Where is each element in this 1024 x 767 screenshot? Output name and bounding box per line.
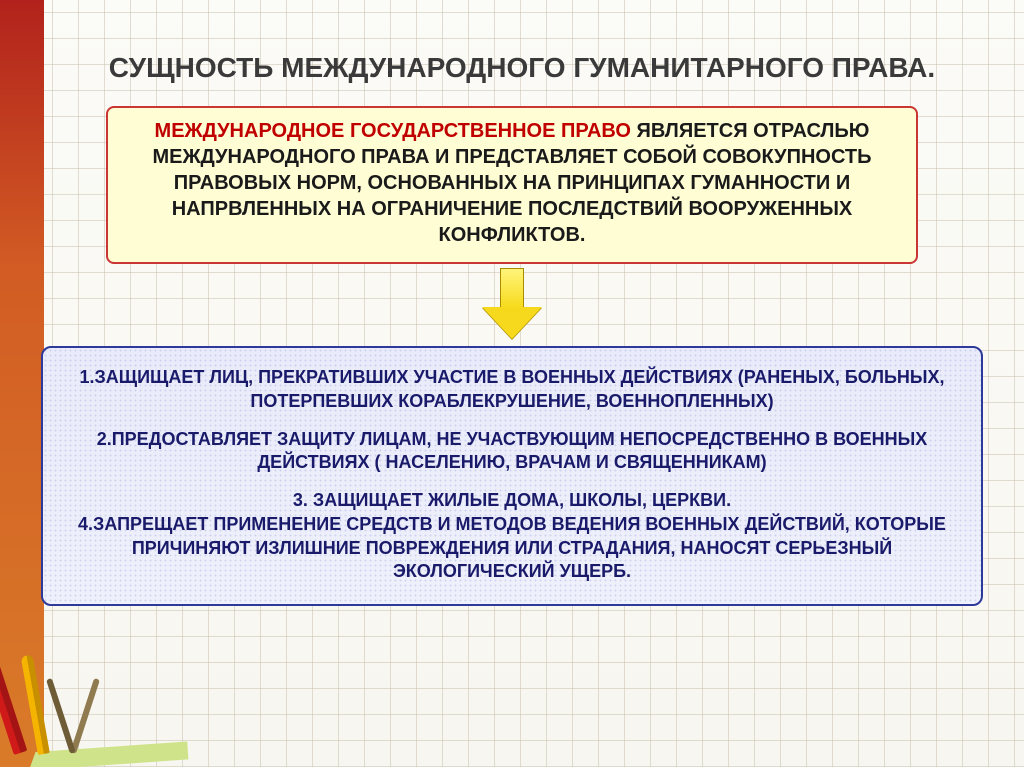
list-item-1: 1.ЗАЩИЩАЕТ ЛИЦ, ПРЕКРАТИВШИХ УЧАСТИЕ В В…	[65, 366, 959, 414]
slide-title: СУЩНОСТЬ МЕЖДУНАРОДНОГО ГУМАНИТАРНОГО ПР…	[0, 0, 1024, 102]
definition-callout: МЕЖДУНАРОДНОЕ ГОСУДАРСТВЕННОЕ ПРАВО ЯВЛЯ…	[106, 106, 918, 264]
left-accent-stripe	[0, 0, 44, 767]
arrow-down-icon	[0, 268, 1024, 346]
definition-lead: МЕЖДУНАРОДНОЕ ГОСУДАРСТВЕННОЕ ПРАВО	[155, 120, 637, 142]
list-item-4: 4.ЗАПРЕЩАЕТ ПРИМЕНЕНИЕ СРЕДСТВ И МЕТОДОВ…	[65, 513, 959, 584]
list-item-3: 3. ЗАЩИЩАЕТ ЖИЛЫЕ ДОМА, ШКОЛЫ, ЦЕРКВИ.	[65, 489, 959, 513]
list-item-2: 2.ПРЕДОСТАВЛЯЕТ ЗАЩИТУ ЛИЦАМ, НЕ УЧАСТВУ…	[65, 428, 959, 476]
functions-list-box: 1.ЗАЩИЩАЕТ ЛИЦ, ПРЕКРАТИВШИХ УЧАСТИЕ В В…	[41, 346, 983, 606]
